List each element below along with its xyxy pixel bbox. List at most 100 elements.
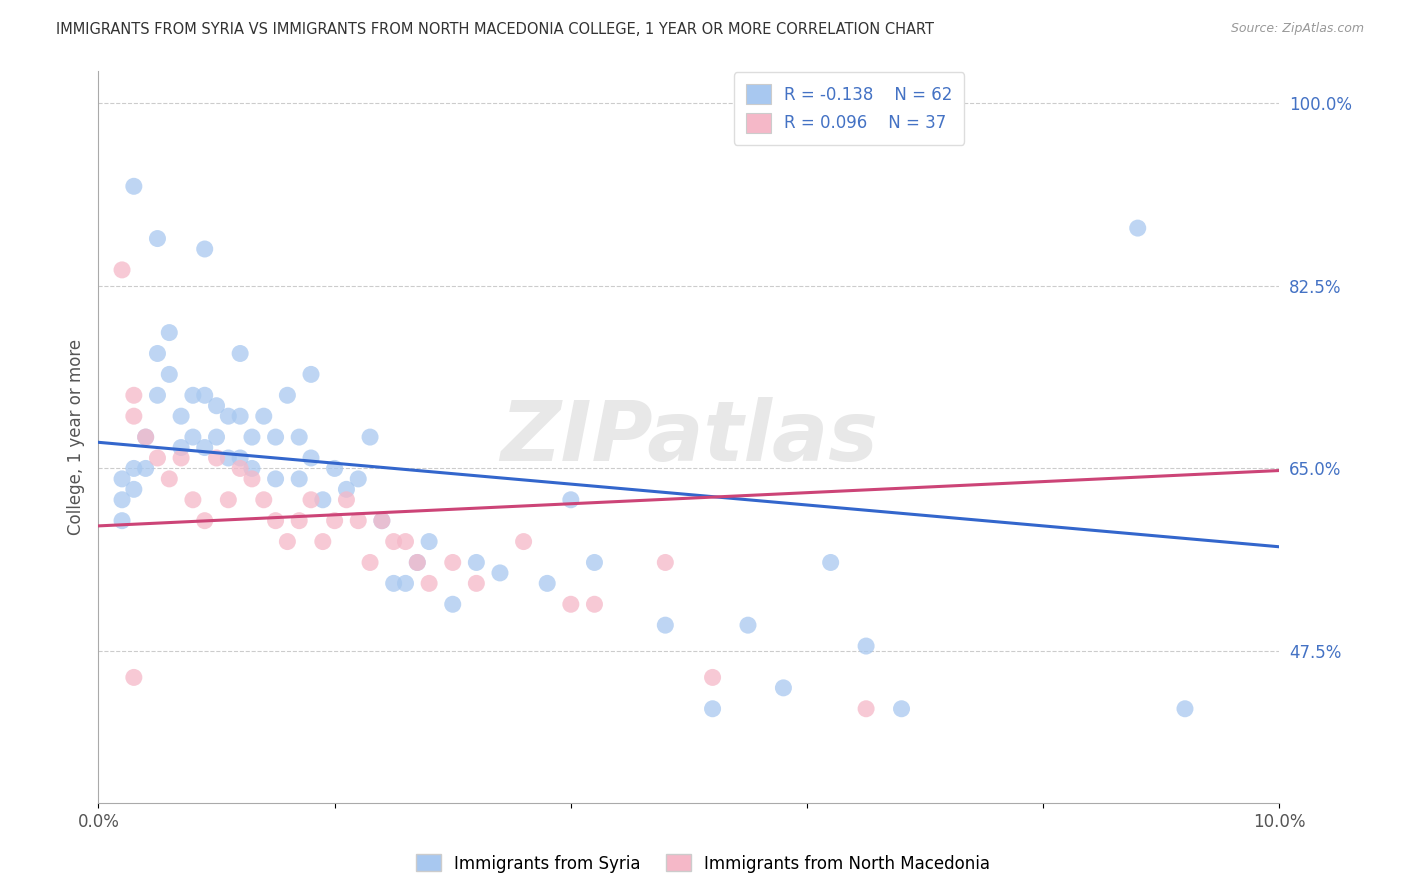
Point [240,430,263,444]
Point [441,556,464,570]
Point [382,534,405,549]
Point [157,368,180,382]
Point [394,576,416,591]
Point [170,450,193,465]
Point [229,450,252,465]
Point [772,681,794,695]
Point [194,514,217,528]
Text: IMMIGRANTS FROM SYRIA VS IMMIGRANTS FROM NORTH MACEDONIA COLLEGE, 1 YEAR OR MORE: IMMIGRANTS FROM SYRIA VS IMMIGRANTS FROM… [56,22,934,37]
Legend: Immigrants from Syria, Immigrants from North Macedonia: Immigrants from Syria, Immigrants from N… [409,847,997,880]
Point [394,534,416,549]
Point [229,346,252,360]
Point [194,388,217,402]
Point [288,472,311,486]
Point [135,430,157,444]
Point [181,492,204,507]
Point [264,430,287,444]
Point [702,670,724,684]
Point [122,483,145,497]
Text: ZIPatlas: ZIPatlas [501,397,877,477]
Point [111,514,134,528]
Point [181,430,204,444]
Point [181,388,204,402]
Point [264,472,287,486]
Point [122,670,145,684]
Point [465,576,488,591]
Point [855,639,877,653]
Text: Source: ZipAtlas.com: Source: ZipAtlas.com [1230,22,1364,36]
Point [654,618,676,632]
Point [536,576,558,591]
Point [299,450,322,465]
Point [288,514,311,528]
Point [194,242,217,256]
Point [299,368,322,382]
Point [122,388,145,402]
Point [371,514,394,528]
Point [122,179,145,194]
Point [560,492,582,507]
Point [406,556,429,570]
Point [146,388,169,402]
Point [702,702,724,716]
Point [312,534,335,549]
Point [264,514,287,528]
Point [111,263,134,277]
Point [205,450,228,465]
Point [654,556,676,570]
Point [194,441,217,455]
Legend: R = -0.138    N = 62, R = 0.096    N = 37: R = -0.138 N = 62, R = 0.096 N = 37 [734,72,965,145]
Y-axis label: College, 1 year or more: College, 1 year or more [66,339,84,535]
Point [253,492,276,507]
Point [146,346,169,360]
Point [418,576,440,591]
Point [1174,702,1197,716]
Point [253,409,276,424]
Point [135,461,157,475]
Point [820,556,842,570]
Point [146,450,169,465]
Point [359,556,381,570]
Point [560,597,582,611]
Point [111,472,134,486]
Point [382,576,405,591]
Point [406,556,429,570]
Point [205,399,228,413]
Point [135,430,157,444]
Point [1126,221,1149,235]
Point [323,514,346,528]
Point [288,430,311,444]
Point [441,597,464,611]
Point [465,556,488,570]
Point [512,534,534,549]
Point [276,534,298,549]
Point [583,556,606,570]
Point [347,514,370,528]
Point [170,409,193,424]
Point [217,409,239,424]
Point [157,326,180,340]
Point [229,409,252,424]
Point [146,231,169,245]
Point [323,461,346,475]
Point [240,472,263,486]
Point [335,483,357,497]
Point [312,492,335,507]
Point [489,566,512,580]
Point [737,618,759,632]
Point [890,702,912,716]
Point [157,472,180,486]
Point [418,534,440,549]
Point [347,472,370,486]
Point [276,388,298,402]
Point [111,492,134,507]
Point [583,597,606,611]
Point [371,514,394,528]
Point [122,409,145,424]
Point [359,430,381,444]
Point [170,441,193,455]
Point [217,492,239,507]
Point [122,461,145,475]
Point [855,702,877,716]
Point [229,461,252,475]
